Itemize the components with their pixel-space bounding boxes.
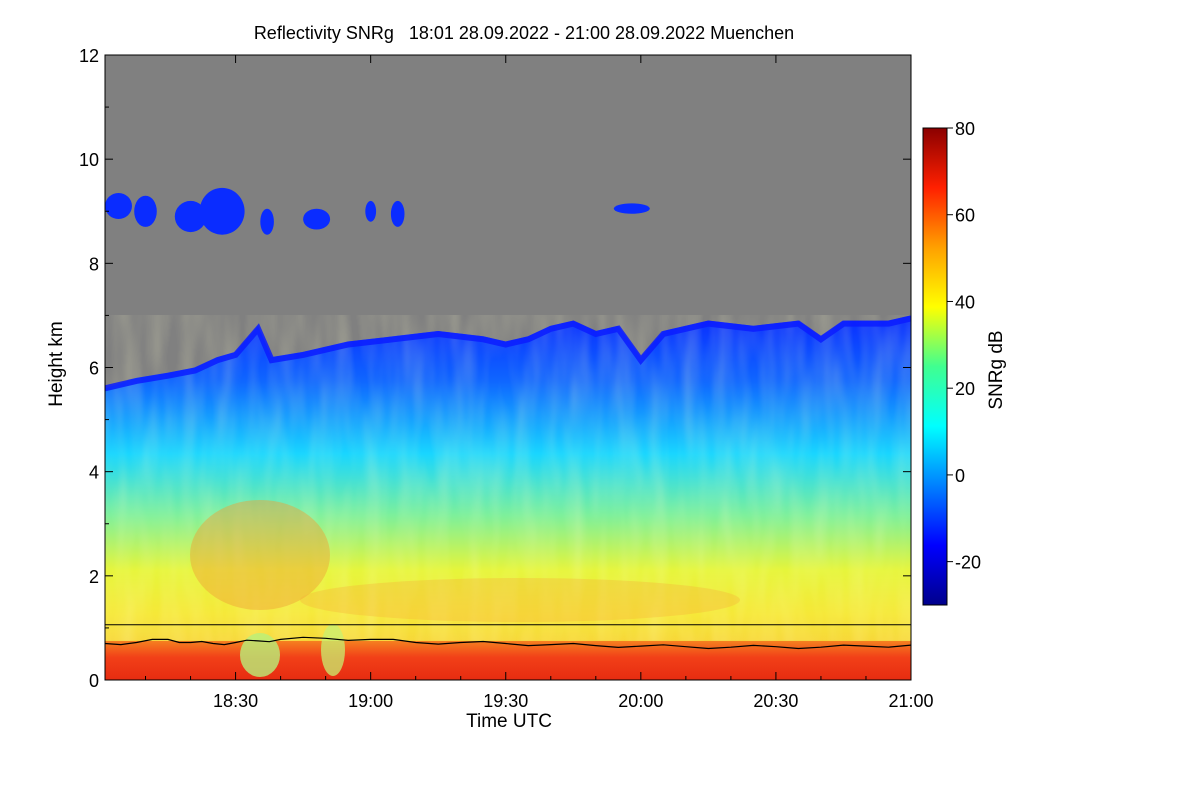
upper-cloud-patch xyxy=(390,200,405,227)
low-echo-gap-2 xyxy=(321,624,345,676)
upper-cloud-patch xyxy=(613,203,650,214)
colorbar-scale xyxy=(922,127,948,606)
colorbar-ticks: -20 0 20 40 60 80 xyxy=(947,119,981,573)
y-axis: 0 2 4 6 8 10 12 xyxy=(79,46,911,691)
y-tick-label: 4 xyxy=(89,463,99,483)
fall-streak-texture xyxy=(105,315,911,680)
upper-cloud-layer xyxy=(105,187,650,235)
colorbar-tick-label: 80 xyxy=(955,119,975,139)
enhanced-echo-region-2 xyxy=(300,578,740,622)
upper-cloud-patch xyxy=(134,195,157,227)
colorbar: -20 0 20 40 60 80 SNRg dB xyxy=(922,119,1007,606)
enhanced-echo-region xyxy=(190,500,330,610)
colorbar-label: SNRg dB xyxy=(986,330,1007,409)
colorbar-tick-label: 60 xyxy=(955,206,975,226)
x-tick-label: 19:30 xyxy=(483,691,528,711)
y-tick-label: 0 xyxy=(89,671,99,691)
colorbar-tick-label: -20 xyxy=(955,553,981,573)
cloud-top-edge xyxy=(105,315,911,392)
y-tick-label: 12 xyxy=(79,46,99,66)
x-tick-label: 19:00 xyxy=(348,691,393,711)
x-axis-label: Time UTC xyxy=(466,711,552,732)
surface-clutter-layer xyxy=(105,640,911,680)
low-echo-gap xyxy=(240,633,280,677)
x-tick-label: 21:00 xyxy=(888,691,933,711)
y-tick-label: 2 xyxy=(89,567,99,587)
x-tick-label: 18:30 xyxy=(213,691,258,711)
colorbar-tick-label: 40 xyxy=(955,292,975,312)
y-tick-label: 6 xyxy=(89,359,99,379)
upper-cloud-patch xyxy=(174,200,207,233)
heatmap-plot-area xyxy=(105,55,911,680)
x-tick-label: 20:00 xyxy=(618,691,663,711)
upper-cloud-patch xyxy=(199,187,245,235)
colorbar-tick-label: 0 xyxy=(955,466,965,486)
boundary-layer-line xyxy=(105,636,911,650)
x-axis: 18:30 19:00 19:30 20:00 20:30 21:00 xyxy=(145,55,934,711)
colorbar-tick-label: 20 xyxy=(955,379,975,399)
y-tick-label: 8 xyxy=(89,254,99,274)
upper-cloud-patch xyxy=(105,193,132,219)
upper-cloud-patch xyxy=(260,208,274,235)
y-axis-label: Height km xyxy=(46,321,67,407)
chart-title: Reflectivity SNRg 18:01 28.09.2022 - 21:… xyxy=(254,23,794,43)
x-tick-label: 20:30 xyxy=(753,691,798,711)
y-tick-label: 10 xyxy=(79,150,99,170)
upper-cloud-patch xyxy=(303,208,331,230)
upper-cloud-patch xyxy=(365,200,377,222)
